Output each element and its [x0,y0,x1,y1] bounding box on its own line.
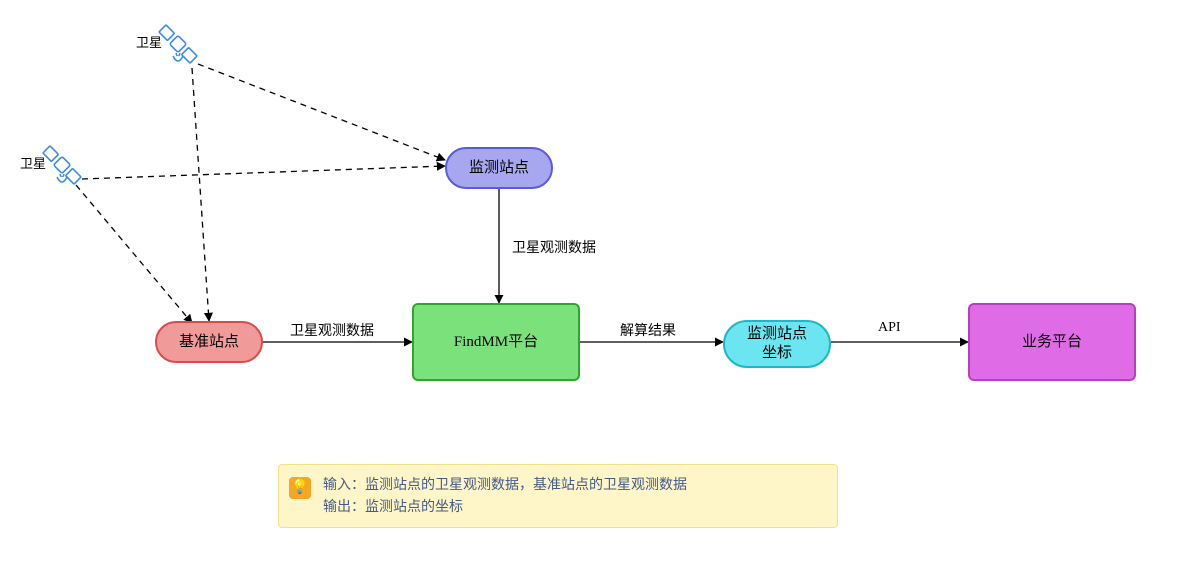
edge-label-coords-platform: API [878,320,901,336]
node-label: FindMM平台 [454,333,538,352]
satellite-2-label: 卫星 [20,153,46,172]
node-label: 业务平台 [1022,333,1082,352]
diagram-stage: 卫星 卫星 基准站点 监测站点 FindMM平台 监测站点 坐标 业务平台 卫星… [0,0,1180,564]
node-label: 基准站点 [179,333,239,352]
edge-label-base-findmm: 卫星观测数据 [290,320,374,340]
edge-label-monitor-findmm: 卫星观测数据 [512,237,596,257]
note-line-1: 输入：监测站点的卫星观测数据，基准站点的卫星观测数据 [323,475,825,497]
edge-line [82,166,445,179]
node-base-station: 基准站点 [155,321,263,363]
satellite-icon [159,25,197,63]
node-platform: 业务平台 [968,303,1136,381]
edge-label-findmm-coords: 解算结果 [620,320,676,340]
edge-line [76,185,192,323]
edge-line [192,68,209,321]
node-monitor-station: 监测站点 [445,147,553,189]
lightbulb-icon: 💡 [289,477,311,499]
edge-line [198,64,445,160]
note-box: 💡 输入：监测站点的卫星观测数据，基准站点的卫星观测数据 输出：监测站点的坐标 [278,464,838,528]
satellite-1-label: 卫星 [136,32,162,51]
note-line-2: 输出：监测站点的坐标 [323,497,825,519]
node-coords: 监测站点 坐标 [723,320,831,368]
node-label: 监测站点 [469,159,529,178]
node-label: 监测站点 坐标 [747,325,807,363]
satellite-icon [43,146,81,184]
node-findmm: FindMM平台 [412,303,580,381]
